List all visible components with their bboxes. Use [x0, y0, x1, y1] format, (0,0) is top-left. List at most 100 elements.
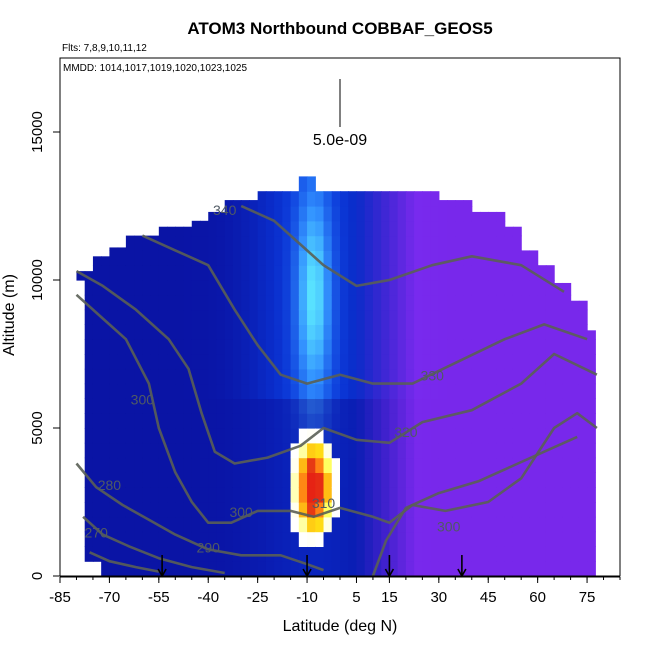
heatmap-cell — [208, 309, 218, 325]
heatmap-cell — [422, 516, 432, 533]
heatmap-cell — [587, 368, 596, 385]
heatmap-cell — [92, 280, 102, 296]
heatmap-cell — [175, 294, 185, 311]
heatmap-cell — [315, 516, 325, 533]
heatmap-cell — [290, 235, 300, 251]
heatmap-cell — [397, 265, 407, 281]
heatmap-cell — [340, 294, 349, 311]
heatmap-cell — [191, 280, 201, 296]
heatmap-cell — [298, 531, 308, 547]
heatmap-cell — [414, 191, 423, 207]
heatmap-cell — [216, 309, 226, 325]
heatmap-cell — [389, 191, 399, 207]
heatmap-cell — [372, 294, 382, 311]
heatmap-cell — [200, 531, 209, 547]
heatmap-cell — [545, 294, 555, 311]
heatmap-cell — [167, 516, 176, 533]
heatmap-cell — [257, 457, 267, 473]
heatmap-cell — [372, 250, 382, 266]
heatmap-cell — [554, 339, 563, 355]
heatmap-cell — [208, 442, 218, 459]
heatmap-cell — [249, 294, 259, 311]
heatmap-cell — [562, 383, 572, 399]
heatmap-cell — [463, 472, 473, 488]
heatmap-cell — [372, 324, 382, 340]
heatmap-cell — [167, 354, 176, 370]
heatmap-cell — [208, 398, 218, 414]
heatmap-cell — [232, 354, 242, 370]
heatmap-cell — [315, 368, 325, 385]
heatmap-cell — [249, 383, 259, 399]
heatmap-cell — [447, 235, 456, 251]
heatmap-cell — [480, 398, 489, 414]
heatmap-cell — [447, 546, 456, 562]
heatmap-cell — [356, 294, 366, 311]
heatmap-cell — [504, 398, 514, 414]
heatmap-cell — [381, 398, 391, 414]
heatmap-cell — [348, 516, 358, 533]
heatmap-cell — [249, 324, 259, 340]
heatmap-cell — [142, 487, 152, 503]
heatmap-cell — [381, 368, 391, 385]
heatmap-cell — [167, 250, 176, 266]
heatmap-cell — [578, 516, 588, 533]
heatmap-cell — [570, 502, 580, 518]
heatmap-cell — [183, 383, 193, 399]
heatmap-cell — [537, 265, 547, 281]
heatmap-cell — [587, 531, 596, 547]
heatmap-cell — [208, 294, 218, 311]
heatmap-cell — [364, 561, 374, 577]
heatmap-cell — [529, 368, 539, 385]
heatmap-cell — [274, 354, 283, 370]
heatmap-cell — [298, 250, 308, 266]
heatmap-cell — [471, 368, 481, 385]
x-tick-label: 5 — [352, 589, 360, 606]
heatmap-cell — [224, 339, 234, 355]
heatmap-cell — [570, 354, 580, 370]
heatmap-cell — [455, 442, 465, 459]
heatmap-cell — [340, 457, 349, 473]
heatmap-cell — [455, 368, 465, 385]
heatmap-cell — [463, 339, 473, 355]
heatmap-cell — [356, 472, 366, 488]
heatmap-cell — [430, 191, 440, 207]
heatmap-cell — [447, 487, 456, 503]
heatmap-cell — [488, 502, 498, 518]
heatmap-cell — [92, 502, 102, 518]
heatmap-cell — [257, 442, 267, 459]
heatmap-cell — [480, 211, 489, 222]
heatmap-cell — [471, 428, 481, 444]
heatmap-cell — [381, 442, 391, 459]
heatmap-cell — [389, 561, 399, 577]
heatmap-cell — [447, 383, 456, 399]
heatmap-cell — [488, 368, 498, 385]
heatmap-cell — [545, 280, 555, 296]
heatmap-cell — [241, 531, 251, 547]
heatmap-cell — [422, 502, 432, 518]
heatmap-cell — [134, 531, 143, 547]
heatmap-cell — [200, 220, 209, 237]
contour-line — [75, 269, 598, 465]
heatmap-cell — [496, 265, 506, 281]
heatmap-cell — [562, 282, 572, 296]
heatmap-cell — [521, 354, 531, 370]
heatmap-cell — [290, 250, 300, 266]
heatmap-cell — [480, 354, 489, 370]
heatmap-cell — [117, 413, 127, 429]
heatmap-cell — [356, 309, 366, 325]
heatmap-cell — [315, 294, 325, 311]
heatmap-cell — [405, 368, 415, 385]
heatmap-cell — [200, 354, 209, 370]
heatmap-cell — [92, 324, 102, 340]
heatmap-cell — [422, 472, 432, 488]
heatmap-cell — [364, 487, 374, 503]
heatmap-cell — [340, 516, 349, 533]
heatmap-cell — [587, 472, 596, 488]
heatmap-cell — [92, 398, 102, 414]
heatmap-cell — [208, 339, 218, 355]
heatmap-cell — [134, 235, 143, 251]
heatmap-cell — [84, 339, 94, 355]
heatmap-cell — [200, 398, 209, 414]
heatmap-cell — [578, 368, 588, 385]
heatmap-cell — [307, 265, 316, 281]
